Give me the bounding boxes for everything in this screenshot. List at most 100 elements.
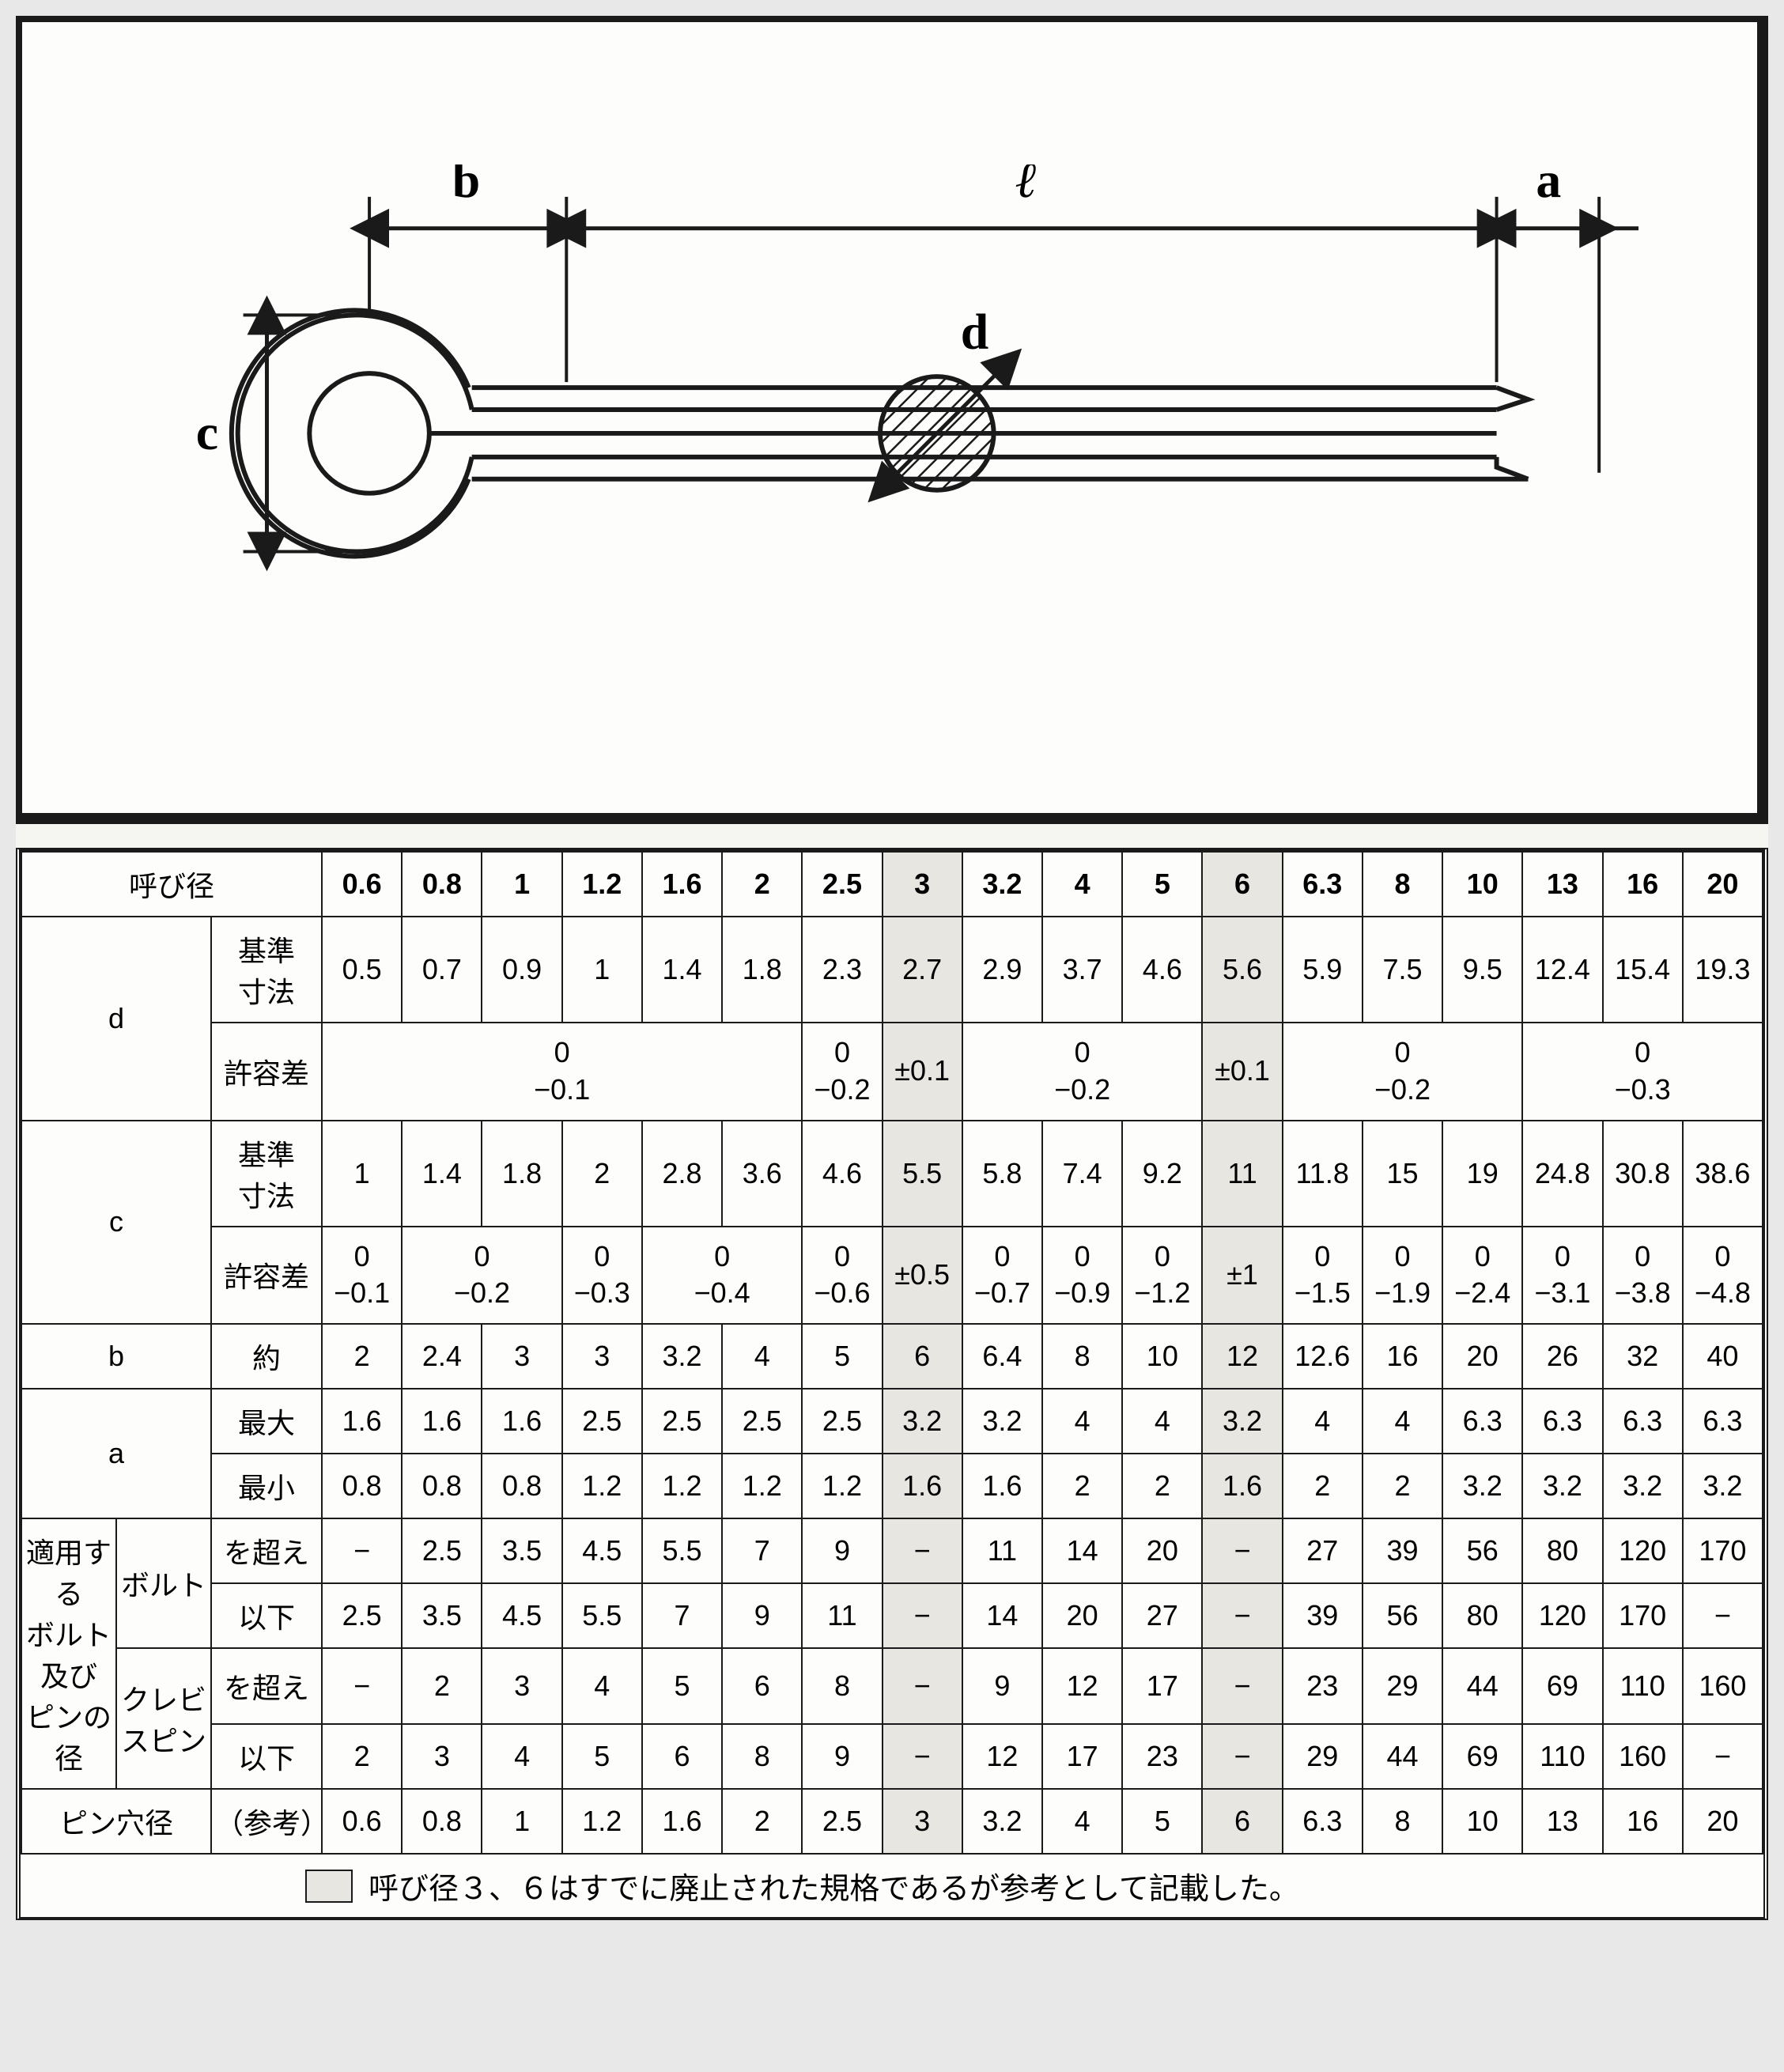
tolerance-cell: 0−0.2 bbox=[962, 1023, 1203, 1121]
data-cell: 7.4 bbox=[1042, 1121, 1122, 1227]
size-header: 20 bbox=[1683, 852, 1763, 917]
data-cell: 2 bbox=[322, 1324, 402, 1389]
data-cell: 15.4 bbox=[1603, 917, 1683, 1023]
row-key-multi: 適用するボルト及びピンの径 bbox=[21, 1518, 116, 1789]
data-cell: 170 bbox=[1683, 1518, 1763, 1583]
size-header: 1.6 bbox=[642, 852, 722, 917]
data-cell: 1.2 bbox=[562, 1789, 642, 1854]
size-header: 2.5 bbox=[802, 852, 882, 917]
tolerance-cell: 0−0.1 bbox=[322, 1023, 802, 1121]
data-cell: 6 bbox=[1202, 1789, 1282, 1854]
row-key: c bbox=[21, 1121, 211, 1325]
data-cell: 3.2 bbox=[1522, 1454, 1602, 1518]
data-cell: 2.5 bbox=[722, 1389, 802, 1454]
size-header: 0.8 bbox=[402, 852, 482, 917]
data-cell: 0.8 bbox=[322, 1454, 402, 1518]
tolerance-cell: ±0.1 bbox=[1202, 1023, 1282, 1121]
data-cell: 2 bbox=[562, 1121, 642, 1227]
data-cell: 2 bbox=[1042, 1454, 1122, 1518]
data-cell: 3 bbox=[562, 1324, 642, 1389]
dim-label-b: b bbox=[452, 164, 480, 208]
data-cell: 110 bbox=[1603, 1648, 1683, 1724]
row-label: （参考） bbox=[211, 1789, 322, 1854]
tolerance-cell: 0−0.2 bbox=[1283, 1023, 1523, 1121]
data-cell: 56 bbox=[1442, 1518, 1522, 1583]
tolerance-cell: 0−0.2 bbox=[802, 1023, 882, 1121]
data-cell: 12.4 bbox=[1522, 917, 1602, 1023]
data-cell: 0.8 bbox=[402, 1789, 482, 1854]
data-cell: 2 bbox=[322, 1724, 402, 1789]
data-cell: 5 bbox=[562, 1724, 642, 1789]
data-cell: 30.8 bbox=[1603, 1121, 1683, 1227]
data-cell: 3 bbox=[402, 1724, 482, 1789]
data-cell: 80 bbox=[1442, 1583, 1522, 1648]
data-cell: 0.8 bbox=[402, 1454, 482, 1518]
data-cell: − bbox=[1202, 1518, 1282, 1583]
data-cell: 3.2 bbox=[883, 1389, 962, 1454]
header-label: 呼び径 bbox=[21, 852, 322, 917]
data-cell: 9 bbox=[802, 1518, 882, 1583]
data-cell: 19.3 bbox=[1683, 917, 1763, 1023]
size-header: 6 bbox=[1202, 852, 1282, 917]
data-cell: 39 bbox=[1363, 1518, 1442, 1583]
dim-label-l: ℓ bbox=[1015, 164, 1037, 208]
data-cell: 1.6 bbox=[482, 1389, 561, 1454]
tolerance-cell: 0−1.2 bbox=[1122, 1227, 1202, 1325]
tolerance-cell: 0−0.1 bbox=[322, 1227, 402, 1325]
data-cell: 110 bbox=[1522, 1724, 1602, 1789]
data-cell: 27 bbox=[1122, 1583, 1202, 1648]
data-cell: − bbox=[1202, 1583, 1282, 1648]
data-cell: − bbox=[883, 1518, 962, 1583]
data-cell: 8 bbox=[802, 1648, 882, 1724]
data-cell: 2.5 bbox=[402, 1518, 482, 1583]
data-cell: 8 bbox=[1042, 1324, 1122, 1389]
data-cell: 12.6 bbox=[1283, 1324, 1363, 1389]
data-cell: 26 bbox=[1522, 1324, 1602, 1389]
row-sublabel: ボルト bbox=[116, 1518, 211, 1648]
data-cell: 5.8 bbox=[962, 1121, 1042, 1227]
dim-label-c: c bbox=[196, 404, 218, 460]
data-cell: 1.4 bbox=[642, 917, 722, 1023]
tolerance-cell: 0−0.4 bbox=[642, 1227, 802, 1325]
size-header: 13 bbox=[1522, 852, 1602, 917]
row-label: 約 bbox=[211, 1324, 322, 1389]
dimension-table: 呼び径0.60.811.21.622.533.24566.3810131620d… bbox=[21, 851, 1763, 1855]
dim-label-d: d bbox=[961, 303, 988, 359]
dim-label-a: a bbox=[1536, 164, 1561, 208]
data-cell: 3.2 bbox=[962, 1789, 1042, 1854]
footnote: 呼び径３、６はすでに廃止された規格であるが参考として記載した。 bbox=[21, 1855, 1763, 1917]
data-cell: 3 bbox=[883, 1789, 962, 1854]
row-label: 基準寸法 bbox=[211, 1121, 322, 1227]
data-cell: 9 bbox=[802, 1724, 882, 1789]
row-key: b bbox=[21, 1324, 211, 1389]
data-cell: 0.6 bbox=[322, 1789, 402, 1854]
data-cell: 1.2 bbox=[562, 1454, 642, 1518]
size-header: 3.2 bbox=[962, 852, 1042, 917]
data-cell: 9.5 bbox=[1442, 917, 1522, 1023]
data-cell: 20 bbox=[1122, 1518, 1202, 1583]
tolerance-cell: 0−0.6 bbox=[802, 1227, 882, 1325]
data-cell: 6 bbox=[642, 1724, 722, 1789]
data-cell: 1.2 bbox=[722, 1454, 802, 1518]
data-cell: 3.7 bbox=[1042, 917, 1122, 1023]
row-key: d bbox=[21, 917, 211, 1121]
row-label: 最小 bbox=[211, 1454, 322, 1518]
data-cell: − bbox=[883, 1648, 962, 1724]
data-cell: 3.5 bbox=[402, 1583, 482, 1648]
data-cell: 5.9 bbox=[1283, 917, 1363, 1023]
data-cell: 2 bbox=[1363, 1454, 1442, 1518]
data-cell: 160 bbox=[1683, 1648, 1763, 1724]
diagram-container: d c b ℓ a bbox=[22, 22, 1757, 813]
data-cell: 120 bbox=[1522, 1583, 1602, 1648]
data-cell: 32 bbox=[1603, 1324, 1683, 1389]
data-cell: 44 bbox=[1363, 1724, 1442, 1789]
data-cell: 3 bbox=[482, 1648, 561, 1724]
data-cell: − bbox=[322, 1648, 402, 1724]
highlight-swatch bbox=[305, 1870, 353, 1903]
data-cell: − bbox=[1683, 1583, 1763, 1648]
tolerance-cell: ±0.1 bbox=[883, 1023, 962, 1121]
data-cell: 20 bbox=[1042, 1583, 1122, 1648]
row-label: を超え bbox=[211, 1518, 322, 1583]
row-label: 許容差 bbox=[211, 1023, 322, 1121]
data-cell: 5 bbox=[802, 1324, 882, 1389]
